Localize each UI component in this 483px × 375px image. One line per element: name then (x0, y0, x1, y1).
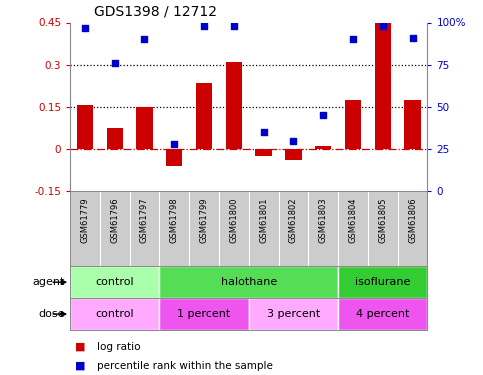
Bar (315, 146, 331, 149)
Text: GSM61796: GSM61796 (110, 197, 119, 243)
Text: GDS1398 / 12712: GDS1398 / 12712 (94, 5, 217, 19)
Point (349, 36, 357, 42)
Bar (338, 266, 427, 298)
Bar (226, 62, 242, 149)
Text: GSM61801: GSM61801 (259, 197, 268, 243)
Text: log ratio: log ratio (97, 342, 140, 352)
Bar (285, 149, 301, 160)
Point (289, 138, 297, 144)
Bar (107, 128, 123, 149)
Bar (345, 100, 361, 149)
Point (409, 35, 416, 41)
Bar (196, 83, 212, 149)
Bar (256, 149, 272, 156)
Text: 4 percent: 4 percent (356, 309, 410, 319)
Text: percentile rank within the sample: percentile rank within the sample (97, 361, 272, 370)
Bar (77, 105, 93, 149)
Text: GSM61804: GSM61804 (349, 197, 357, 243)
Text: control: control (96, 309, 134, 319)
Text: GSM61806: GSM61806 (408, 197, 417, 243)
Bar (159, 298, 249, 330)
Bar (166, 149, 183, 166)
Point (319, 112, 327, 118)
Text: ■: ■ (75, 361, 89, 370)
Text: GSM61779: GSM61779 (81, 197, 89, 243)
Text: GSM61802: GSM61802 (289, 197, 298, 243)
Bar (70, 298, 159, 330)
Text: GSM61800: GSM61800 (229, 197, 238, 243)
Point (111, 60, 119, 66)
Text: control: control (96, 277, 134, 287)
Point (170, 141, 178, 147)
Text: GSM61799: GSM61799 (199, 197, 209, 243)
Bar (375, 21, 391, 149)
Text: isoflurane: isoflurane (355, 277, 411, 287)
Text: 1 percent: 1 percent (177, 309, 231, 319)
Point (141, 36, 148, 42)
Bar (136, 107, 153, 149)
Text: ■: ■ (75, 342, 89, 352)
Point (260, 129, 268, 135)
Bar (249, 298, 338, 330)
Bar (159, 266, 338, 298)
Point (230, 23, 238, 29)
Text: GSM61798: GSM61798 (170, 197, 179, 243)
Text: GSM61803: GSM61803 (319, 197, 327, 243)
Point (81, 25, 89, 31)
Text: 3 percent: 3 percent (267, 309, 320, 319)
Point (200, 23, 208, 29)
Bar (70, 266, 159, 298)
Bar (338, 298, 427, 330)
Point (379, 23, 386, 29)
Text: GSM61797: GSM61797 (140, 197, 149, 243)
Text: GSM61805: GSM61805 (378, 197, 387, 243)
Bar (404, 100, 421, 149)
Text: dose: dose (39, 309, 65, 319)
Text: halothane: halothane (221, 277, 277, 287)
Text: agent: agent (33, 277, 65, 287)
